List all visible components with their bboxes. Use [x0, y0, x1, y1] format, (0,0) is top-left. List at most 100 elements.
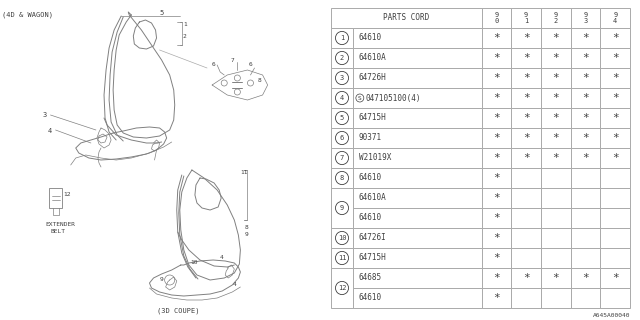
Text: *: *	[523, 153, 529, 163]
Text: 047105100(4): 047105100(4)	[366, 93, 421, 102]
Bar	[482, 28, 511, 48]
Circle shape	[356, 94, 364, 102]
Bar	[353, 128, 482, 148]
Text: 64610A: 64610A	[359, 194, 387, 203]
Text: 6: 6	[248, 62, 252, 67]
Text: 10: 10	[338, 235, 346, 241]
Bar	[541, 228, 571, 248]
Text: 64610: 64610	[359, 34, 382, 43]
Text: 9: 9	[340, 205, 344, 211]
Text: 3: 3	[42, 112, 47, 118]
Text: *: *	[493, 193, 500, 203]
Bar	[541, 128, 571, 148]
Text: 9
2: 9 2	[554, 12, 558, 24]
Bar	[571, 268, 600, 288]
Bar	[482, 128, 511, 148]
Bar	[571, 208, 600, 228]
Text: *: *	[552, 273, 559, 283]
Text: 5: 5	[340, 115, 344, 121]
Bar	[571, 128, 600, 148]
Text: 4: 4	[340, 95, 344, 101]
Text: *: *	[582, 153, 589, 163]
Text: *: *	[552, 93, 559, 103]
Bar	[600, 168, 630, 188]
Text: *: *	[493, 213, 500, 223]
Text: 7: 7	[230, 58, 234, 63]
Bar	[541, 28, 571, 48]
Bar	[571, 48, 600, 68]
Text: *: *	[582, 73, 589, 83]
Bar	[571, 188, 600, 208]
Text: 7: 7	[340, 155, 344, 161]
Text: 8: 8	[340, 175, 344, 181]
Bar	[353, 268, 482, 288]
Bar	[511, 248, 541, 268]
Bar	[482, 288, 511, 308]
Bar	[600, 268, 630, 288]
Text: 90371: 90371	[359, 133, 382, 142]
Text: *: *	[612, 133, 619, 143]
Circle shape	[335, 172, 349, 185]
Bar	[353, 48, 482, 68]
Bar	[600, 288, 630, 308]
Bar	[511, 268, 541, 288]
Text: *: *	[493, 133, 500, 143]
Bar	[331, 128, 353, 148]
Text: PARTS CORD: PARTS CORD	[383, 13, 429, 22]
Text: 9
0: 9 0	[494, 12, 499, 24]
Text: 4: 4	[232, 282, 236, 287]
Bar	[482, 48, 511, 68]
Bar	[511, 108, 541, 128]
Bar	[353, 68, 482, 88]
Text: *: *	[523, 133, 529, 143]
Text: *: *	[493, 253, 500, 263]
Bar	[331, 248, 353, 268]
Bar	[331, 148, 353, 168]
Text: 3: 3	[340, 75, 344, 81]
Text: (3D COUPE): (3D COUPE)	[157, 308, 199, 315]
Bar	[331, 188, 353, 228]
Text: 6: 6	[212, 62, 216, 67]
Text: *: *	[493, 273, 500, 283]
Bar	[482, 228, 511, 248]
Bar	[331, 48, 353, 68]
Circle shape	[335, 31, 349, 44]
Bar	[331, 108, 353, 128]
Text: *: *	[493, 33, 500, 43]
Bar	[482, 168, 511, 188]
Bar	[600, 28, 630, 48]
Text: *: *	[493, 293, 500, 303]
Bar	[353, 228, 482, 248]
Circle shape	[335, 151, 349, 164]
Bar	[541, 248, 571, 268]
Bar	[600, 188, 630, 208]
Bar	[600, 108, 630, 128]
Circle shape	[335, 201, 349, 215]
Text: 64715H: 64715H	[359, 114, 387, 123]
Bar	[571, 8, 600, 28]
Text: BELT: BELT	[51, 229, 65, 234]
Circle shape	[335, 132, 349, 145]
Bar	[482, 148, 511, 168]
Bar	[600, 88, 630, 108]
Text: 1: 1	[183, 22, 187, 27]
Text: *: *	[612, 33, 619, 43]
Bar	[571, 288, 600, 308]
Text: *: *	[493, 153, 500, 163]
Bar	[541, 288, 571, 308]
Text: 64715H: 64715H	[359, 253, 387, 262]
Text: *: *	[582, 273, 589, 283]
Text: 64726H: 64726H	[359, 74, 387, 83]
Text: *: *	[552, 33, 559, 43]
Bar	[511, 48, 541, 68]
Bar	[353, 208, 482, 228]
Bar	[331, 28, 353, 48]
Text: *: *	[493, 113, 500, 123]
Text: 64610A: 64610A	[359, 53, 387, 62]
Bar	[541, 208, 571, 228]
Bar	[353, 288, 482, 308]
Text: *: *	[493, 173, 500, 183]
Text: *: *	[612, 53, 619, 63]
Text: *: *	[552, 133, 559, 143]
Text: 9
1: 9 1	[524, 12, 528, 24]
